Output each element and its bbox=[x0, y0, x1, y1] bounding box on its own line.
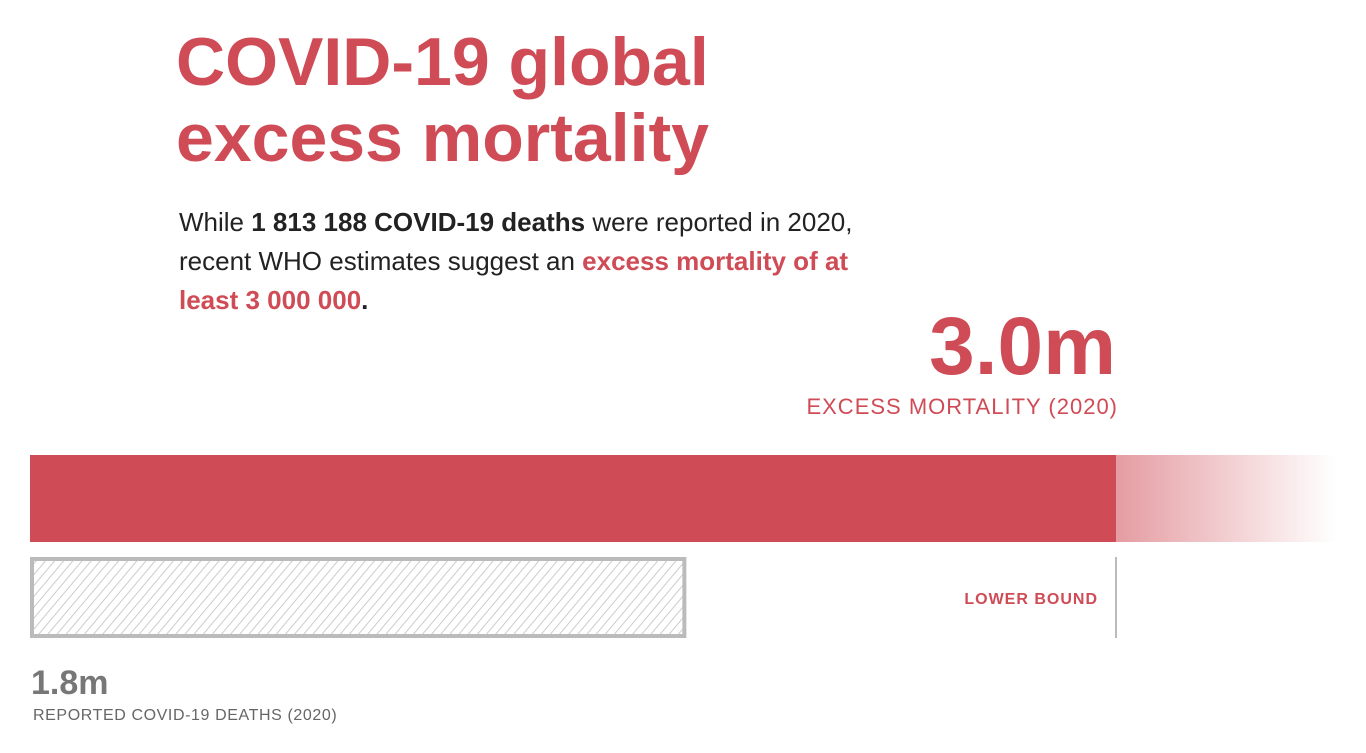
lead-period: . bbox=[361, 285, 369, 315]
excess-value-label: 3.0m bbox=[929, 301, 1116, 392]
excess-uncertainty-fade bbox=[1116, 455, 1336, 542]
lead-text: While bbox=[179, 207, 252, 237]
lead-text: were reported in 2020, recent WHO estima… bbox=[179, 207, 853, 276]
bar-chart: LOWER BOUND bbox=[30, 455, 1336, 638]
title-line: COVID-19 global bbox=[176, 24, 709, 100]
reported-deaths-bar bbox=[30, 557, 687, 638]
reported-value-label: 1.8m bbox=[31, 664, 109, 702]
page-title: COVID-19 global excess mortality bbox=[176, 24, 709, 176]
excess-label: EXCESS MORTALITY (2020) bbox=[806, 394, 1118, 419]
lead-paragraph: While 1 813 188 COVID-19 deaths were rep… bbox=[179, 203, 879, 320]
reported-label: REPORTED COVID-19 DEATHS (2020) bbox=[33, 707, 338, 724]
excess-mortality-bar bbox=[30, 455, 1116, 542]
lead-reported: 1 813 188 COVID-19 deaths bbox=[251, 207, 586, 237]
lower-bound-label: LOWER BOUND bbox=[964, 591, 1098, 608]
lead-excess: excess mortality of at least 3 000 000 bbox=[179, 246, 849, 315]
title-line: excess mortality bbox=[176, 100, 709, 176]
